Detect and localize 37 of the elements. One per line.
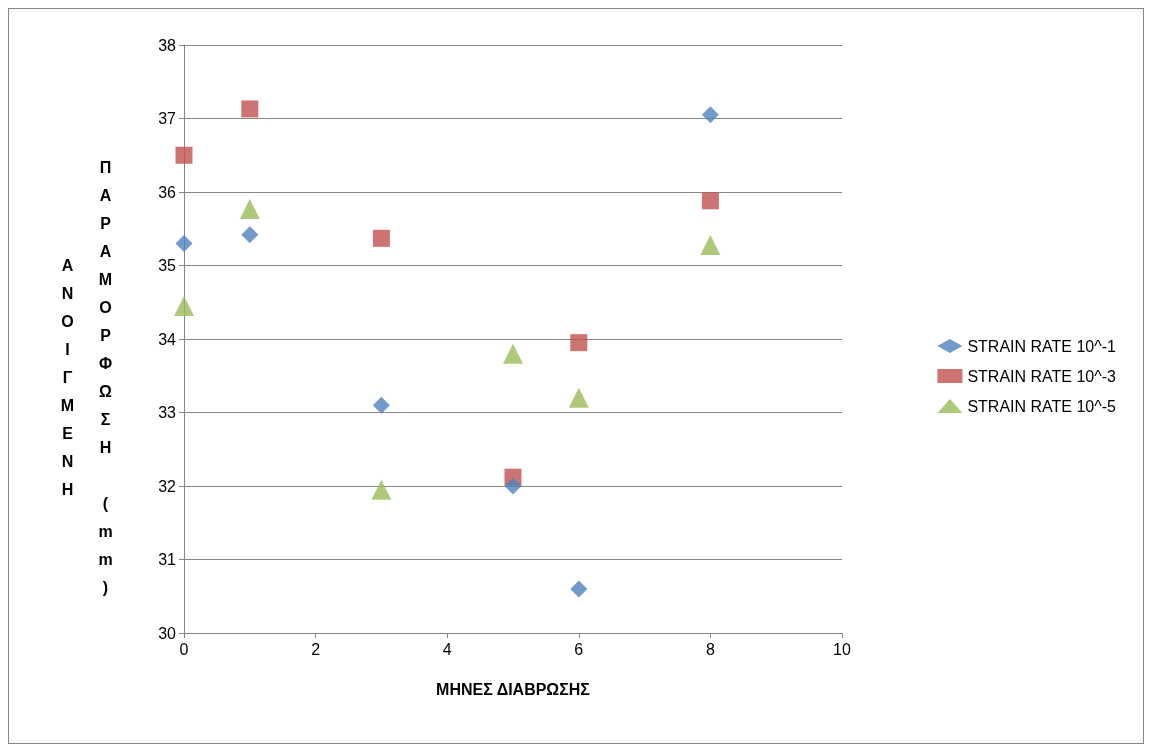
- y-tick-label: 38: [158, 36, 177, 54]
- point: [504, 477, 522, 495]
- point: [503, 343, 523, 364]
- point: [241, 100, 259, 118]
- point: [570, 334, 588, 352]
- y-tick-label: 37: [158, 110, 177, 127]
- legend-label: STRAIN RATE 10^-5: [967, 397, 1117, 415]
- y-tick-label: 31: [158, 551, 177, 568]
- point: [371, 479, 392, 500]
- x-tick-label: 2: [311, 640, 321, 658]
- point: [239, 198, 260, 219]
- y-tick-label: 33: [158, 404, 177, 421]
- y-tick-label: 34: [158, 330, 177, 348]
- x-tick-label: 8: [705, 640, 715, 658]
- x-tick-label: 4: [442, 640, 452, 658]
- x-tick-label: 0: [179, 640, 189, 658]
- legend-label: STRAIN RATE 10^-1: [967, 337, 1117, 355]
- point: [174, 295, 194, 316]
- point: [175, 234, 193, 252]
- legend-label: STRAIN RATE 10^-3: [967, 367, 1117, 385]
- point: [372, 229, 390, 247]
- y-tick-label: 30: [158, 624, 177, 642]
- point: [568, 387, 589, 408]
- y-tick-label: 36: [158, 183, 177, 201]
- point: [372, 396, 390, 414]
- y-tick-label: 32: [158, 477, 177, 495]
- x-axis-title: ΜΗΝΕΣ ΔΙΑΒΡΩΣΗΣ: [436, 680, 591, 698]
- x-tick-label: 6: [574, 640, 584, 658]
- point: [241, 226, 259, 244]
- point: [701, 192, 719, 210]
- point: [700, 234, 721, 255]
- text: ΑΝΟΙΓΜΕΝΗ ΠΑΡΑΜΟΡΦΩΣΗ (mm): [59, 159, 114, 607]
- x-tick-label: 10: [833, 640, 851, 658]
- point: [570, 580, 588, 598]
- point: [701, 106, 719, 124]
- y-tick-label: 35: [158, 257, 177, 274]
- point: [175, 146, 193, 164]
